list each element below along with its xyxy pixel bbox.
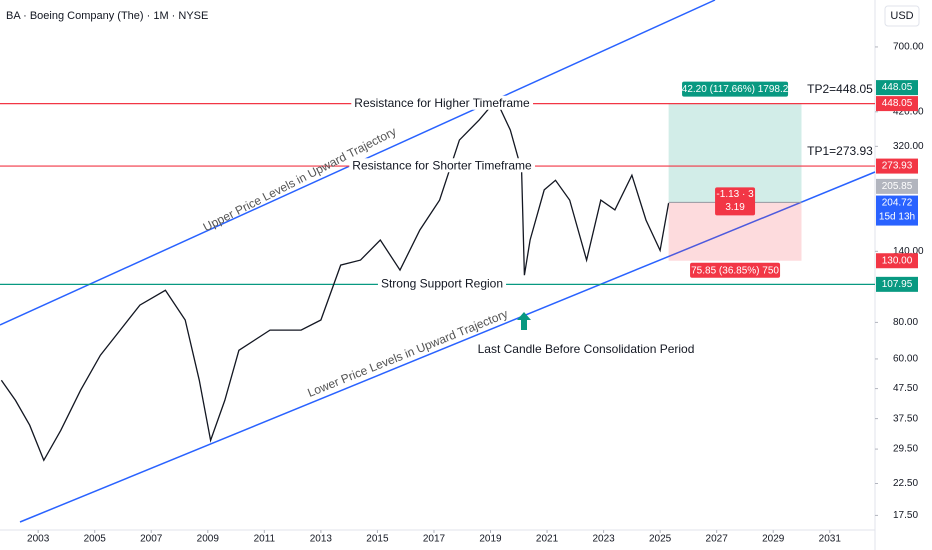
price-badge-label: 204.72 bbox=[882, 198, 913, 209]
price-badge-label: 107.95 bbox=[882, 279, 913, 290]
y-tick-label: 140.00 bbox=[893, 246, 924, 257]
lower-channel-line bbox=[19, 171, 876, 523]
y-tick-label: 37.50 bbox=[893, 413, 918, 424]
x-tick-label: 2021 bbox=[536, 534, 559, 545]
chart-title: BA · Boeing Company (The) · 1M · NYSE bbox=[6, 10, 208, 22]
x-tick-label: 2025 bbox=[649, 534, 672, 545]
currency[interactable]: USD bbox=[890, 10, 913, 22]
x-tick-label: 2019 bbox=[479, 534, 502, 545]
x-tick-label: 2011 bbox=[254, 534, 276, 545]
y-tick-label: 700.00 bbox=[893, 42, 924, 53]
y-tick-label: 47.50 bbox=[893, 383, 918, 394]
target-label: 242.20 (117.66%) 1798.29 bbox=[676, 84, 794, 95]
x-tick-label: 2003 bbox=[27, 534, 50, 545]
x-tick-label: 2027 bbox=[706, 534, 729, 545]
level-label-bg bbox=[349, 158, 536, 173]
price-badge bbox=[876, 80, 918, 96]
price-badge-label: 448.05 bbox=[882, 98, 913, 109]
x-tick-label: 2009 bbox=[197, 534, 220, 545]
y-tick-label: 22.50 bbox=[893, 478, 918, 489]
level-label-bg bbox=[377, 276, 507, 291]
price-line bbox=[0, 98, 670, 462]
level-label: Resistance for Higher Timeframe bbox=[354, 96, 530, 110]
x-tick-label: 2017 bbox=[423, 534, 446, 545]
price-badge-sub: 15d 13h bbox=[879, 212, 915, 223]
y-tick-label: 80.00 bbox=[893, 317, 918, 328]
annotation: Last Candle Before Consolidation Period bbox=[478, 342, 695, 356]
target-label-bg bbox=[682, 81, 789, 97]
annotation: TP1=273.93 bbox=[807, 144, 873, 158]
y-tick-label: 17.50 bbox=[893, 510, 918, 521]
price-badge-label: 448.05 bbox=[882, 82, 913, 93]
ratio-label-bg bbox=[715, 187, 756, 216]
x-tick-label: 2005 bbox=[84, 534, 107, 545]
target-zone bbox=[668, 103, 802, 203]
y-tick-label: 60.00 bbox=[893, 354, 918, 365]
price-badge bbox=[876, 96, 918, 112]
price-badge bbox=[876, 158, 918, 174]
price-badge bbox=[876, 253, 918, 269]
x-tick-label: 2007 bbox=[140, 534, 163, 545]
price-badge-label: 205.85 bbox=[882, 181, 913, 192]
currency-button[interactable] bbox=[884, 5, 920, 27]
x-tick-label: 2013 bbox=[310, 534, 333, 545]
x-tick-label: 2015 bbox=[366, 534, 389, 545]
x-tick-label: 2031 bbox=[819, 534, 842, 545]
y-tick-label: 420.00 bbox=[893, 106, 924, 117]
level-label: Resistance for Shorter Timeframe bbox=[352, 158, 532, 172]
level-label-bg bbox=[351, 95, 534, 110]
x-tick-label: 2029 bbox=[762, 534, 785, 545]
stop-label-bg bbox=[690, 262, 781, 278]
price-badge bbox=[876, 276, 918, 292]
stop-label: 75.85 (36.85%) 750 bbox=[691, 265, 779, 276]
ratio-label: -1.13 · 3 bbox=[716, 189, 754, 200]
y-tick-label: 320.00 bbox=[893, 141, 924, 152]
price-badge bbox=[876, 178, 918, 194]
ratio-label: 3.19 bbox=[725, 202, 745, 213]
annotation: TP2=448.05 bbox=[807, 82, 873, 96]
price-badge bbox=[876, 195, 918, 226]
x-tick-label: 2023 bbox=[592, 534, 615, 545]
price-badge-label: 273.93 bbox=[882, 161, 913, 172]
level-label: Strong Support Region bbox=[381, 277, 503, 291]
y-tick-label: 29.50 bbox=[893, 444, 918, 455]
price-badge-label: 130.00 bbox=[882, 255, 913, 266]
arrow-marker bbox=[517, 312, 531, 330]
